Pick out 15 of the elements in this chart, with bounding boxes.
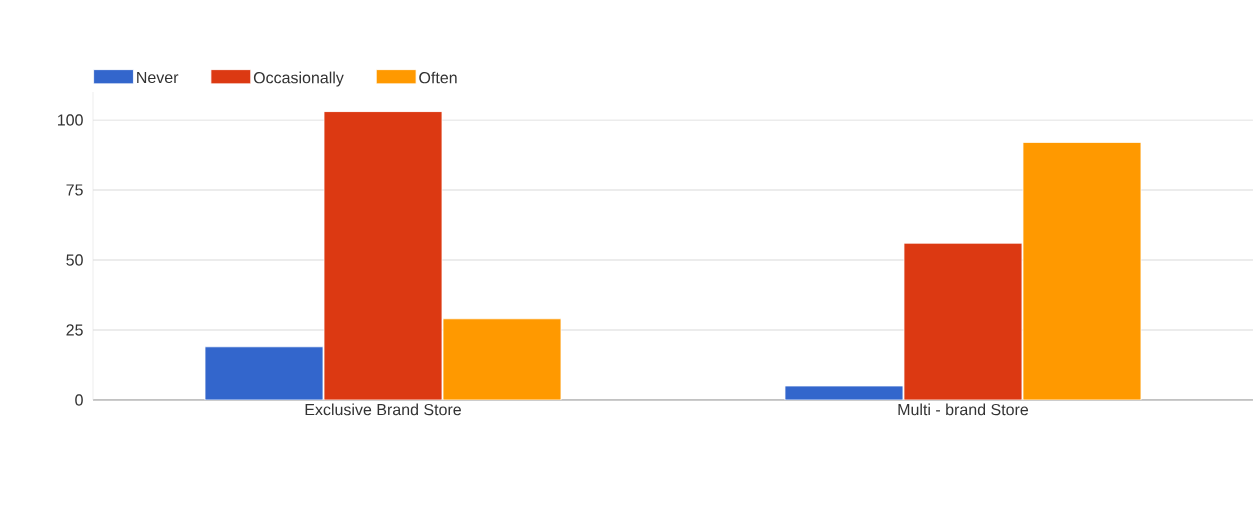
bar [1022,141,1142,400]
bar [204,346,324,400]
y-tick-label: 0 [75,394,83,406]
bar [323,111,443,400]
legend-label: Often [419,71,457,84]
y-tick-label: 50 [66,254,83,266]
bar [903,242,1023,400]
legend-label: Occasionally [253,71,344,87]
x-tick-label: Multi - brand Store [898,403,1029,416]
y-tick-label: 100 [58,114,83,126]
y-tick-label: 25 [66,324,83,336]
legend-label: Never [137,71,179,84]
x-tick-label: Exclusive Brand Store [305,403,461,416]
y-tick-label: 75 [66,184,83,196]
bar [442,318,562,400]
